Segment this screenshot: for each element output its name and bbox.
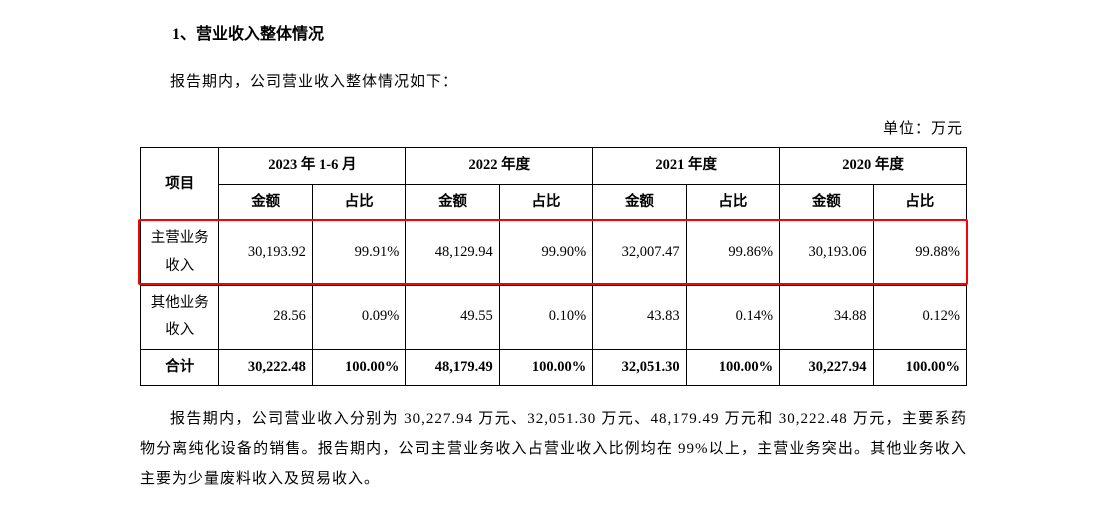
table-header-row-2: 金额 占比 金额 占比 金额 占比 金额 占比 xyxy=(141,184,967,221)
cell-value: 30,193.06 xyxy=(780,221,873,285)
intro-text: 报告期内，公司营业收入整体情况如下： xyxy=(140,68,967,97)
table-row: 主营业务收入 30,193.92 99.91% 48,129.94 99.90%… xyxy=(141,221,967,285)
cell-value: 43.83 xyxy=(593,285,686,349)
sub-amount-1: 金额 xyxy=(406,184,499,221)
sub-ratio-2: 占比 xyxy=(686,184,779,221)
unit-label: 单位：万元 xyxy=(140,115,967,144)
header-item: 项目 xyxy=(141,148,219,221)
cell-value: 100.00% xyxy=(686,349,779,386)
cell-value: 100.00% xyxy=(499,349,592,386)
cell-value: 48,129.94 xyxy=(406,221,499,285)
sub-ratio-1: 占比 xyxy=(499,184,592,221)
revenue-table: 项目 2023 年 1-6 月 2022 年度 2021 年度 2020 年度 … xyxy=(140,147,967,386)
cell-value: 0.09% xyxy=(312,285,405,349)
cell-value: 99.88% xyxy=(873,221,966,285)
cell-value: 30,193.92 xyxy=(219,221,312,285)
cell-value: 32,051.30 xyxy=(593,349,686,386)
cell-value: 100.00% xyxy=(873,349,966,386)
cell-value: 99.90% xyxy=(499,221,592,285)
cell-value: 99.91% xyxy=(312,221,405,285)
sub-amount-0: 金额 xyxy=(219,184,312,221)
cell-value: 0.12% xyxy=(873,285,966,349)
cell-value: 34.88 xyxy=(780,285,873,349)
body-paragraph: 报告期内，公司营业收入分别为 30,227.94 万元、32,051.30 万元… xyxy=(140,404,967,494)
cell-value: 28.56 xyxy=(219,285,312,349)
sub-ratio-0: 占比 xyxy=(312,184,405,221)
cell-value: 32,007.47 xyxy=(593,221,686,285)
header-period-2: 2021 年度 xyxy=(593,148,780,185)
table-row: 其他业务收入 28.56 0.09% 49.55 0.10% 43.83 0.1… xyxy=(141,285,967,349)
cell-value: 30,227.94 xyxy=(780,349,873,386)
table-wrapper: 项目 2023 年 1-6 月 2022 年度 2021 年度 2020 年度 … xyxy=(140,147,967,386)
cell-value: 49.55 xyxy=(406,285,499,349)
header-period-3: 2020 年度 xyxy=(780,148,967,185)
header-period-1: 2022 年度 xyxy=(406,148,593,185)
header-period-0: 2023 年 1-6 月 xyxy=(219,148,406,185)
cell-value: 0.14% xyxy=(686,285,779,349)
table-header-row-1: 项目 2023 年 1-6 月 2022 年度 2021 年度 2020 年度 xyxy=(141,148,967,185)
section-title: 1、营业收入整体情况 xyxy=(140,20,967,50)
cell-value: 99.86% xyxy=(686,221,779,285)
cell-value: 0.10% xyxy=(499,285,592,349)
row-label: 主营业务收入 xyxy=(141,221,219,285)
cell-value: 30,222.48 xyxy=(219,349,312,386)
row-label: 其他业务收入 xyxy=(141,285,219,349)
cell-value: 100.00% xyxy=(312,349,405,386)
cell-value: 48,179.49 xyxy=(406,349,499,386)
sub-ratio-3: 占比 xyxy=(873,184,966,221)
row-label: 合计 xyxy=(141,349,219,386)
table-row-total: 合计 30,222.48 100.00% 48,179.49 100.00% 3… xyxy=(141,349,967,386)
sub-amount-2: 金额 xyxy=(593,184,686,221)
sub-amount-3: 金额 xyxy=(780,184,873,221)
